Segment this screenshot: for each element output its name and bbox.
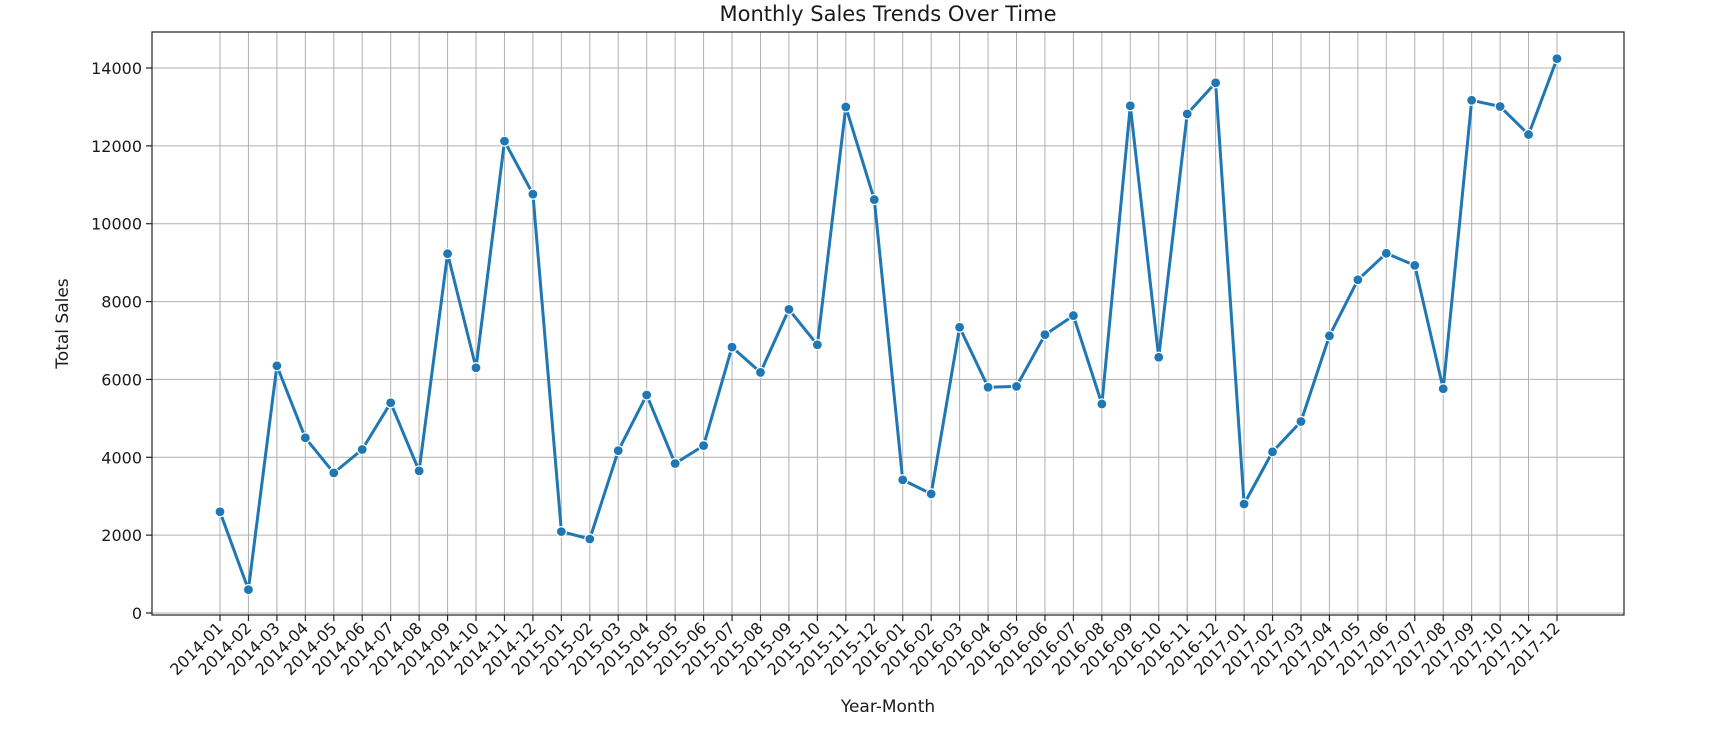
data-point — [1551, 53, 1563, 65]
y-tick-label: 6000 — [101, 370, 142, 389]
data-point — [697, 440, 710, 452]
data-point — [1124, 100, 1136, 112]
y-tick-label: 4000 — [101, 448, 142, 467]
data-point — [1323, 330, 1336, 342]
data-point — [1466, 94, 1478, 106]
data-point — [783, 303, 795, 315]
data-point — [470, 362, 482, 374]
data-point — [1210, 77, 1222, 89]
data-point — [356, 443, 368, 456]
y-axis-title: Total Sales — [53, 278, 73, 369]
data-point — [982, 381, 994, 393]
data-point — [1295, 415, 1307, 428]
data-point — [1238, 498, 1250, 510]
y-tick-label: 12000 — [91, 137, 142, 156]
data-point — [754, 366, 767, 379]
y-tick-label: 14000 — [91, 59, 142, 78]
x-axis-title: Year-Month — [840, 697, 935, 717]
data-point — [726, 341, 738, 353]
data-point — [555, 526, 567, 538]
data-point — [1096, 398, 1108, 410]
data-point — [413, 465, 425, 477]
chart-title: Monthly Sales Trends Over Time — [720, 2, 1057, 26]
y-tick-label: 0 — [132, 604, 142, 623]
data-point — [925, 488, 937, 500]
data-point — [868, 193, 880, 206]
sales-line — [218, 58, 1559, 592]
data-point — [299, 432, 311, 444]
data-point — [328, 467, 340, 479]
data-point — [1067, 309, 1080, 322]
ticks: 2014-012014-022014-032014-042014-052014-… — [91, 59, 1564, 679]
data-point — [385, 397, 397, 409]
y-tick-label: 8000 — [101, 293, 142, 312]
data-point — [612, 445, 624, 457]
data-point — [1409, 259, 1421, 271]
data-point — [584, 533, 596, 545]
data-point — [1181, 108, 1193, 120]
plot-frame — [151, 31, 1625, 616]
data-point — [1437, 383, 1449, 395]
data-point — [1522, 128, 1535, 141]
data-point — [1010, 380, 1023, 393]
data-point — [1494, 100, 1506, 113]
data-point — [441, 248, 454, 260]
data-point — [242, 584, 255, 596]
data-point — [840, 101, 852, 113]
grid — [152, 32, 1624, 615]
data-point — [214, 506, 226, 518]
data-point — [1266, 446, 1279, 458]
data-point — [1153, 351, 1165, 363]
y-tick-label: 10000 — [91, 215, 142, 234]
data-point — [641, 389, 653, 401]
data-point — [1039, 329, 1051, 341]
data-point — [897, 474, 909, 486]
data-point — [498, 135, 511, 147]
series — [214, 53, 1563, 596]
data-point — [811, 339, 823, 351]
data-point — [271, 360, 283, 372]
data-point — [1352, 274, 1364, 286]
data-point — [1380, 247, 1392, 259]
data-point — [669, 457, 681, 470]
y-tick-label: 2000 — [101, 526, 142, 545]
data-point — [954, 321, 966, 333]
data-point — [527, 188, 539, 200]
